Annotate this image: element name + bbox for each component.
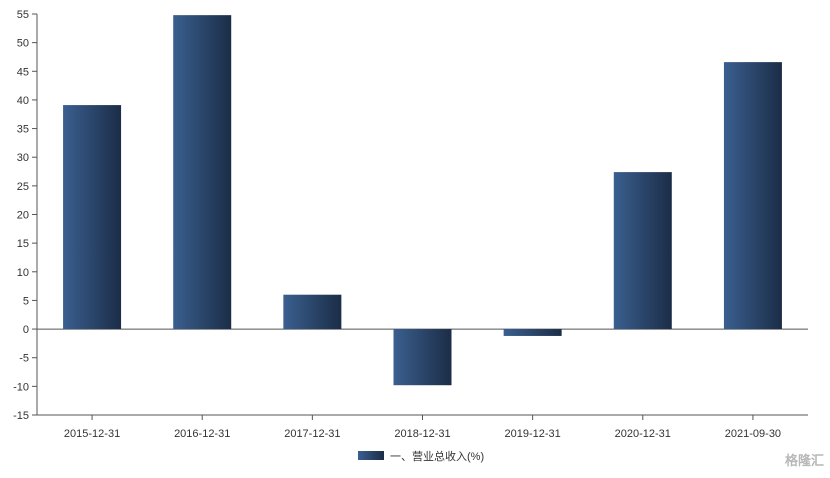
- y-tick-label: 45: [17, 66, 29, 78]
- y-tick-label: 5: [23, 295, 29, 307]
- bar-2017-12-31[interactable]: [283, 294, 342, 330]
- y-tick-label: -10: [13, 381, 29, 393]
- y-tick-label: 55: [17, 9, 29, 21]
- axes: -15 -10 -5 0 5 10 15 20 25 30 35 40 45 50 55 2015-12-31…: [13, 9, 808, 440]
- x-tick-label: 2016-12-31: [174, 428, 230, 440]
- x-tick-label: 2018-12-31: [394, 428, 450, 440]
- y-tick-label: 40: [17, 95, 29, 107]
- y-tick-label: 35: [17, 124, 29, 136]
- y-tick-label: -15: [13, 410, 29, 422]
- bar-2016-12-31[interactable]: [173, 15, 232, 330]
- y-tick-label: 15: [17, 238, 29, 250]
- y-tick-label: 50: [17, 38, 29, 50]
- bars: [63, 15, 782, 386]
- x-tick-label: 2020-12-31: [615, 428, 671, 440]
- bar-2015-12-31[interactable]: [63, 105, 122, 330]
- legend-swatch[interactable]: [358, 451, 384, 460]
- x-tick-label: 2017-12-31: [284, 428, 340, 440]
- y-tick-label: 0: [23, 324, 29, 336]
- y-tick-label: 25: [17, 181, 29, 193]
- bar-2020-12-31[interactable]: [613, 172, 672, 330]
- y-tick-label: 10: [17, 267, 29, 279]
- legend: 一、营业总收入(%): [358, 449, 484, 463]
- bar-2021-09-30[interactable]: [723, 62, 782, 330]
- bar-2018-12-31[interactable]: [393, 329, 452, 386]
- watermark-logo: 格隆汇: [784, 453, 824, 468]
- x-tick-label: 2019-12-31: [505, 428, 561, 440]
- y-tick-label: -5: [19, 353, 29, 365]
- x-tick-label: 2015-12-31: [64, 428, 120, 440]
- y-tick-label: 30: [17, 152, 29, 164]
- bar-2019-12-31[interactable]: [503, 329, 562, 336]
- y-tick-label: 20: [17, 210, 29, 222]
- x-tick-label: 2021-09-30: [725, 428, 781, 440]
- legend-label[interactable]: 一、营业总收入(%): [390, 449, 484, 463]
